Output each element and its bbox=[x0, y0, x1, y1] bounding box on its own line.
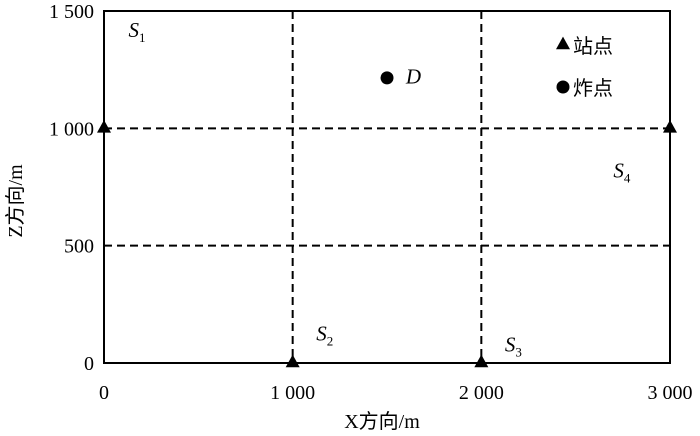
legend-marker-circle bbox=[556, 80, 570, 94]
region-label: S3 bbox=[505, 332, 522, 359]
x-tick-label: 0 bbox=[99, 382, 109, 404]
x-axis-title: X方向/m bbox=[344, 410, 420, 433]
station-point bbox=[97, 120, 111, 133]
tick-labels: 0 1 000 2 000 3 000 0 500 1 000 1 500 bbox=[49, 1, 693, 404]
y-tick-label: 1 500 bbox=[49, 1, 94, 23]
region-label: S2 bbox=[316, 322, 333, 349]
x-tick-label: 1 000 bbox=[270, 382, 315, 404]
station-point bbox=[285, 354, 300, 368]
annotations: S1 S2 S3 S4 D bbox=[129, 18, 631, 359]
region-label: S4 bbox=[613, 159, 631, 186]
region-label: S1 bbox=[129, 18, 146, 45]
data-marks bbox=[97, 71, 677, 368]
legend-label: 炸点 bbox=[573, 76, 613, 100]
x-tick-label: 2 000 bbox=[459, 382, 504, 404]
plot-frame bbox=[103, 10, 671, 364]
grid-lines bbox=[104, 11, 670, 363]
y-tick-label: 1 000 bbox=[49, 118, 94, 140]
station-point bbox=[474, 354, 489, 368]
explosion-point bbox=[380, 71, 394, 85]
point-label: D bbox=[405, 65, 421, 89]
y-tick-label: 0 bbox=[84, 353, 94, 375]
y-tick-label: 500 bbox=[64, 236, 94, 258]
y-axis-title: Z方向/m bbox=[4, 164, 27, 238]
legend-label: 站点 bbox=[573, 34, 613, 58]
station-point bbox=[663, 120, 677, 133]
legend-marker-triangle bbox=[556, 36, 570, 50]
x-tick-label: 3 000 bbox=[648, 382, 693, 404]
